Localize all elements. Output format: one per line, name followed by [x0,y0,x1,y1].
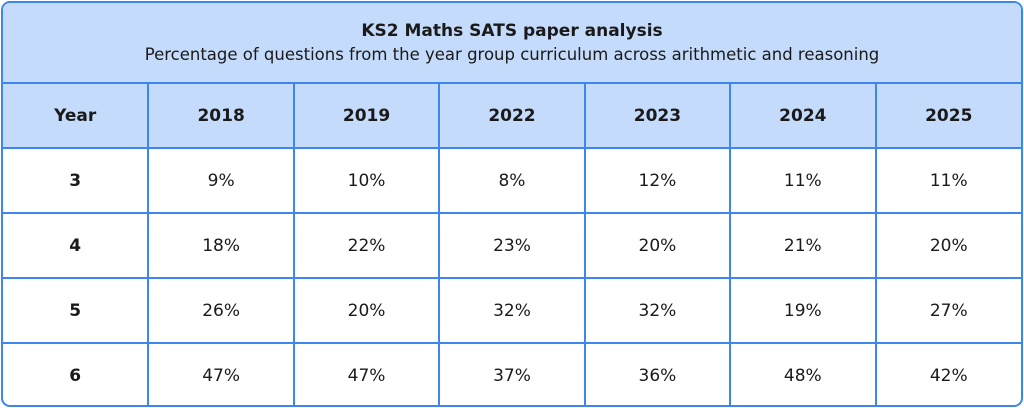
table-subtitle: Percentage of questions from the year gr… [144,44,880,64]
table-row: 6 47% 47% 37% 36% 48% 42% [3,342,1021,405]
year-cell: 5 [3,277,150,344]
percentage-cell: 32% [583,277,732,344]
table-row: 5 26% 20% 32% 32% 19% 27% [3,277,1021,344]
percentage-cell: 23% [438,212,586,279]
percentage-cell: 11% [729,148,877,214]
table-row: 3 9% 10% 8% 12% 11% 11% [3,148,1021,214]
column-header: 2019 [292,82,441,149]
percentage-cell: 10% [292,148,441,214]
percentage-cell: 12% [583,148,732,214]
percentage-cell: 20% [292,277,441,344]
percentage-cell: 22% [292,212,441,279]
column-header: Year [3,82,150,149]
percentage-cell: 47% [292,342,441,405]
percentage-cell: 27% [874,277,1021,344]
percentage-cell: 19% [729,277,877,344]
column-header: 2022 [438,82,586,149]
percentage-cell: 9% [147,148,295,214]
percentage-cell: 8% [438,148,586,214]
percentage-cell: 11% [874,148,1021,214]
percentage-cell: 20% [874,212,1021,279]
percentage-cell: 26% [147,277,295,344]
year-cell: 4 [3,212,150,279]
table-caption: KS2 Maths SATS paper analysis Percentage… [3,3,1021,84]
column-header: 2024 [729,82,877,149]
percentage-cell: 48% [729,342,877,405]
percentage-cell: 20% [583,212,732,279]
column-header: 2023 [583,82,732,149]
percentage-cell: 36% [583,342,732,405]
year-cell: 6 [3,342,150,405]
percentage-cell: 47% [147,342,295,405]
table-title: KS2 Maths SATS paper analysis [361,20,663,41]
percentage-cell: 37% [438,342,586,405]
column-header: 2025 [874,82,1021,149]
table-row: 4 18% 22% 23% 20% 21% 20% [3,212,1021,279]
percentage-cell: 32% [438,277,586,344]
percentage-cell: 42% [874,342,1021,405]
header-row: Year 2018 2019 2022 2023 2024 2025 [3,82,1021,149]
year-cell: 3 [3,148,150,214]
column-header: 2018 [147,82,295,149]
percentage-cell: 18% [147,212,295,279]
percentage-cell: 21% [729,212,877,279]
